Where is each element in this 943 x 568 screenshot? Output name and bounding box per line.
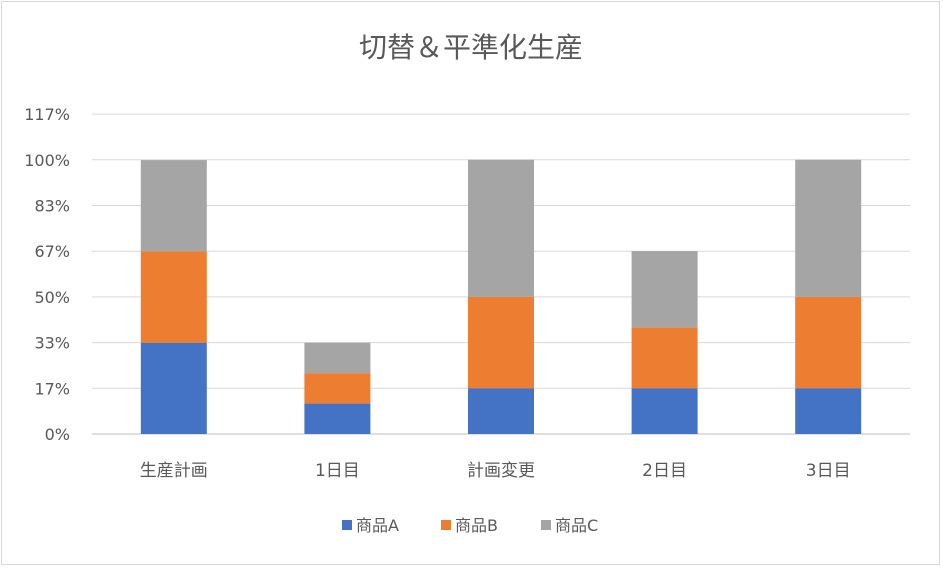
y-tick-label: 100% [24, 151, 70, 170]
bar-segment-商品C [140, 160, 207, 252]
legend: 商品A 商品B 商品C [342, 516, 598, 535]
bar-segment-商品C [304, 342, 371, 374]
bar-segment-商品C [631, 251, 698, 328]
bar-segment-商品A [631, 388, 698, 434]
bar-segment-商品A [140, 342, 207, 434]
legend-swatch [441, 520, 451, 530]
y-tick-label: 17% [34, 379, 70, 398]
x-category-label: 計画変更 [467, 461, 535, 481]
bars [140, 159, 862, 434]
legend-swatch [342, 520, 352, 530]
bar-segment-商品A [304, 403, 371, 434]
bar-segment-商品B [631, 327, 698, 389]
bar-segment-商品B [468, 296, 534, 389]
legend-label: 商品B [455, 516, 498, 535]
y-tick-label: 50% [34, 288, 70, 307]
y-tick-label: 67% [34, 242, 70, 261]
x-axis-categories: 生産計画 1日目 計画変更 2日目 3日目 [140, 461, 851, 481]
x-category-label: 生産計画 [140, 461, 208, 481]
bar-segment-商品B [304, 373, 371, 404]
y-axis-ticks: 0% 17% 33% 50% 67% 83% 100% 117% [24, 105, 70, 444]
chart-title: 切替＆平準化生産 [359, 31, 583, 64]
y-tick-label: 117% [24, 105, 70, 124]
bar-segment-商品B [140, 251, 207, 343]
x-category-label: 3日目 [806, 461, 851, 481]
bar-segment-商品B [795, 296, 862, 389]
y-tick-label: 83% [34, 197, 70, 216]
bar-segment-商品C [468, 159, 534, 297]
x-category-label: 2日目 [642, 461, 687, 481]
legend-label: 商品A [356, 516, 399, 535]
legend-swatch [541, 520, 551, 530]
legend-label: 商品C [555, 516, 598, 535]
bar-segment-商品A [795, 388, 862, 434]
y-tick-label: 33% [34, 334, 70, 353]
bar-segment-商品A [468, 388, 534, 434]
bar-segment-商品C [795, 159, 862, 297]
x-category-label: 1日目 [315, 461, 360, 481]
y-tick-label: 0% [45, 425, 70, 444]
